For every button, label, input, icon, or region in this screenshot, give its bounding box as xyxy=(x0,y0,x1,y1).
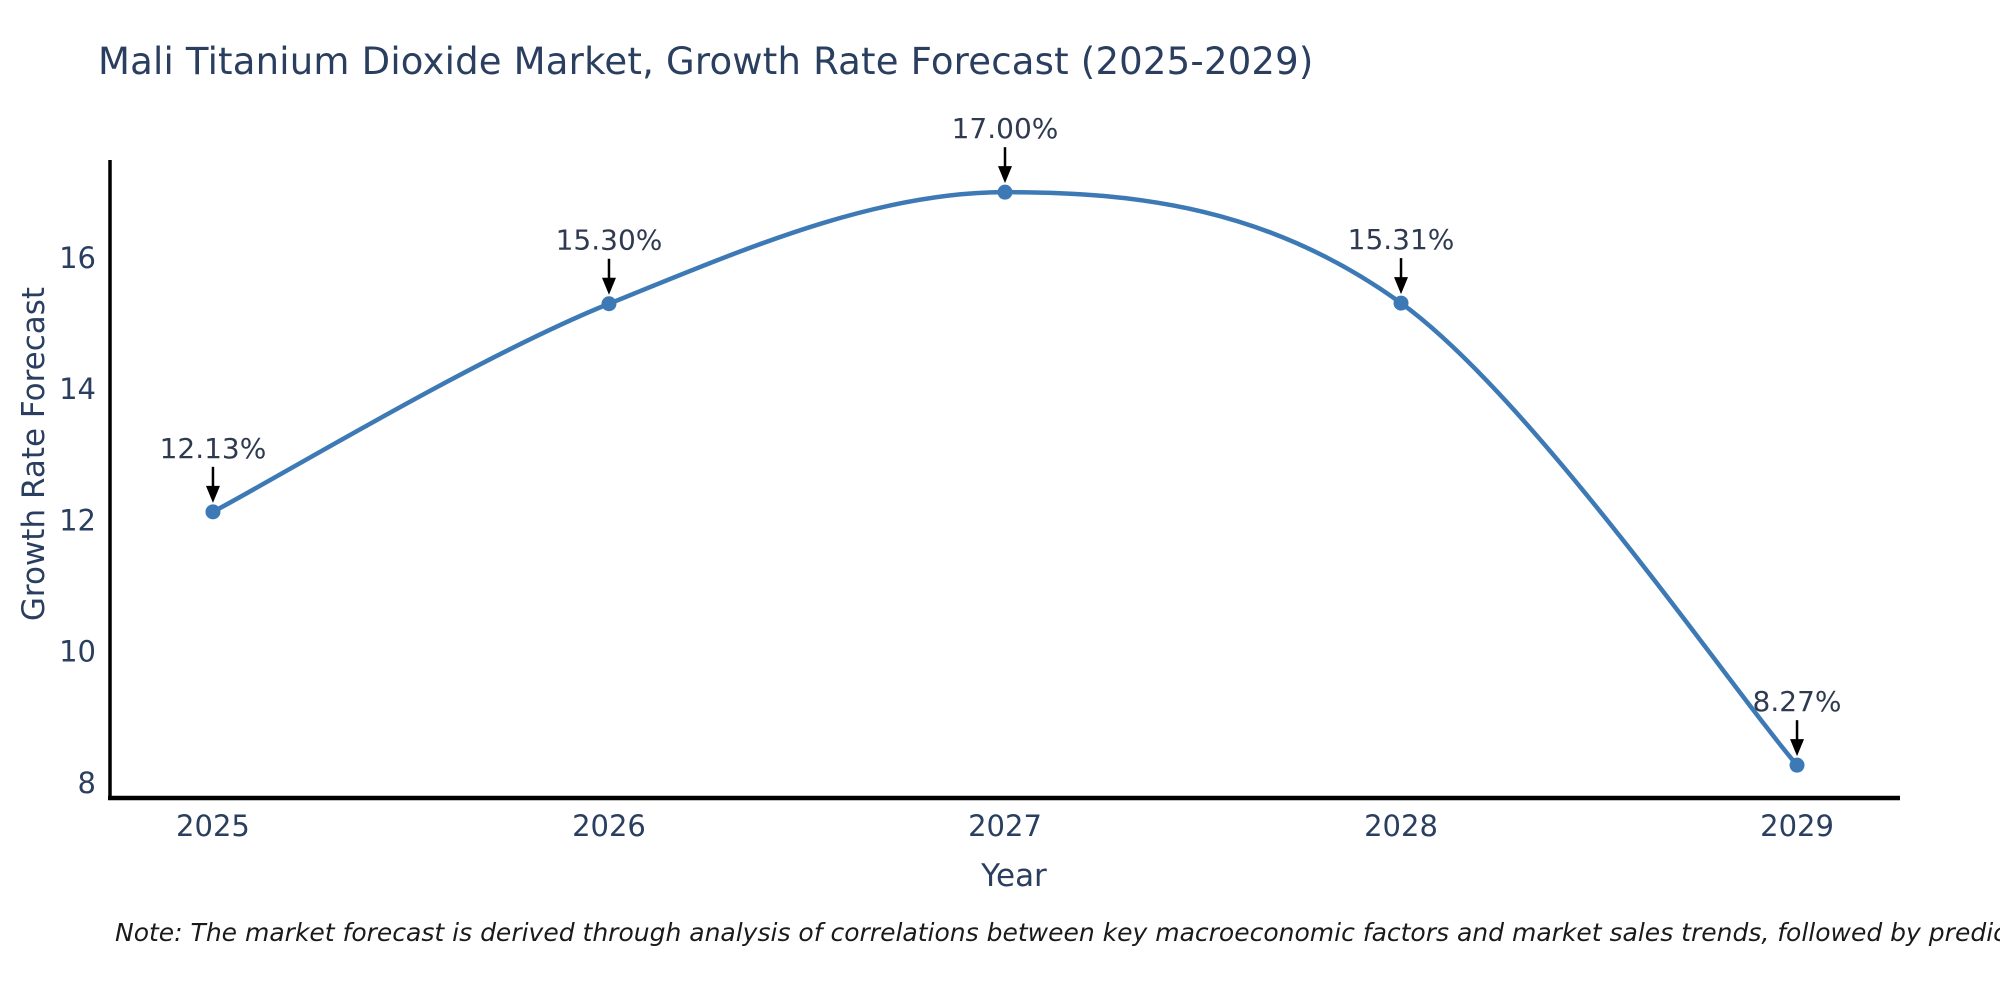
x-tick-label: 2029 xyxy=(1760,809,1834,843)
data-point-marker xyxy=(601,296,617,312)
annotations-layer: 12.13% 15.30% 17.00% 15.31% 8.27% xyxy=(160,112,1842,757)
annotation-arrowhead-icon xyxy=(1790,739,1805,757)
ticks-layer: 8 10 12 14 16 2025 2026 2027 2028 2029 xyxy=(59,241,1834,843)
data-point-marker xyxy=(1393,295,1409,311)
trend-curve xyxy=(210,189,1800,768)
data-point-marker xyxy=(205,504,221,520)
point-annotation-label: 15.30% xyxy=(556,224,663,257)
point-annotation-label: 15.31% xyxy=(1348,223,1455,256)
data-point-marker xyxy=(997,184,1013,200)
data-point-marker xyxy=(1789,757,1805,773)
y-tick-label: 16 xyxy=(59,241,96,275)
x-tick-label: 2027 xyxy=(968,809,1042,843)
y-tick-label: 12 xyxy=(59,503,96,537)
annotation-arrowhead-icon xyxy=(205,485,220,503)
x-tick-label: 2026 xyxy=(572,809,646,843)
y-tick-label: 8 xyxy=(78,766,96,800)
x-axis-title: Year xyxy=(980,858,1047,894)
chart-title: Mali Titanium Dioxide Market, Growth Rat… xyxy=(98,40,1314,83)
y-tick-label: 14 xyxy=(59,372,96,406)
point-annotation-label: 8.27% xyxy=(1753,685,1842,718)
footnote: Note: The market forecast is derived thr… xyxy=(115,918,2000,947)
x-tick-label: 2025 xyxy=(176,809,250,843)
point-annotation-label: 12.13% xyxy=(160,432,267,465)
point-annotation-label: 17.00% xyxy=(952,112,1059,145)
y-axis-title: Growth Rate Forecast xyxy=(16,287,52,621)
annotation-arrowhead-icon xyxy=(998,166,1012,184)
line-series xyxy=(205,184,1805,773)
x-tick-label: 2028 xyxy=(1364,809,1438,843)
annotation-arrowhead-icon xyxy=(1394,277,1409,295)
annotation-arrowhead-icon xyxy=(601,277,616,295)
y-tick-label: 10 xyxy=(59,635,96,669)
